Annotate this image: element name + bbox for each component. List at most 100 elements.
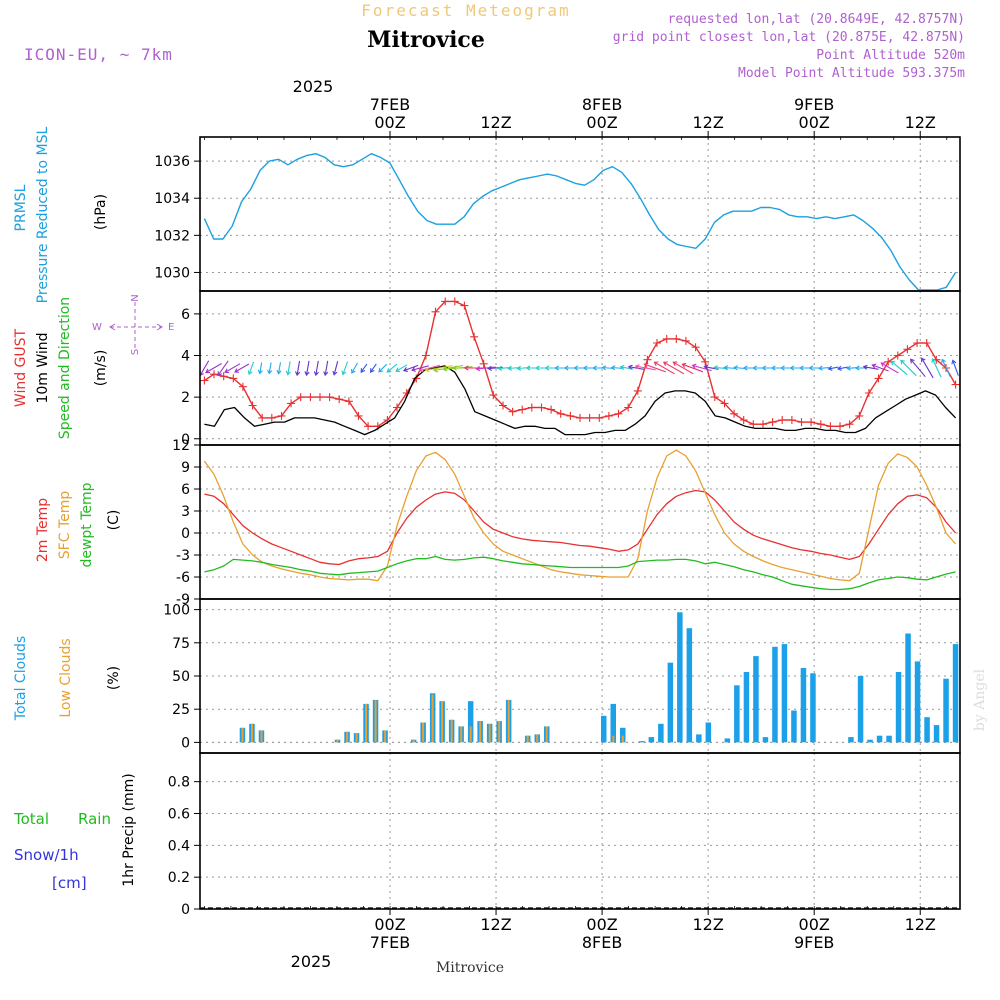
- wind-direction-arrow: [433, 364, 463, 373]
- total-cloud-bar: [781, 644, 788, 743]
- precip-ytick-label: 0.8: [168, 775, 190, 791]
- gust-marker: [412, 374, 421, 383]
- wind-direction-arrow: [257, 362, 263, 375]
- total-cloud-bar: [762, 737, 769, 743]
- low-cloud-bar: [621, 735, 624, 743]
- pressure-ytick-label: 1032: [154, 228, 190, 244]
- gust-marker: [576, 413, 584, 422]
- precip-ytick-label: 0.2: [168, 870, 190, 886]
- wind-direction-arrow: [691, 363, 712, 372]
- wind-direction-arrow: [418, 364, 440, 373]
- pressure-panel-frame: [199, 136, 961, 292]
- gust-marker: [855, 411, 864, 420]
- bottom-date-label: 8FEB: [582, 933, 622, 952]
- wind-direction-arrow: [910, 358, 926, 378]
- info-point-altitude: Point Altitude 520m: [816, 48, 965, 63]
- page-title: Mitrovice: [367, 27, 485, 53]
- low-cloud-bar: [374, 699, 377, 743]
- total-cloud-bar: [952, 644, 959, 743]
- gust-marker: [335, 395, 344, 404]
- wind-label-10m: 10m Wind: [35, 332, 51, 403]
- gust-marker: [807, 418, 816, 427]
- gust-marker: [508, 407, 517, 416]
- temp-ytick-label: 3: [181, 504, 190, 520]
- info-grid-point: grid point closest lon,lat (20.875E, 42.…: [613, 30, 965, 45]
- wind-label-speed-direction: Speed and Direction: [57, 297, 73, 439]
- total-cloud-bar: [895, 672, 902, 743]
- clouds-ytick-label: 100: [163, 603, 190, 619]
- low-cloud-bar: [441, 701, 444, 743]
- bottom-date-label: 7FEB: [370, 933, 410, 952]
- gust-marker: [893, 351, 902, 360]
- low-cloud-bar: [431, 694, 434, 743]
- gust-marker: [922, 339, 931, 347]
- low-cloud-bar: [422, 722, 425, 743]
- wind-direction-arrow: [341, 361, 349, 376]
- gust-marker: [248, 401, 257, 410]
- temp-ytick-label: 12: [172, 438, 190, 454]
- total-cloud-bar: [886, 735, 892, 743]
- pressure-unit: (hPa): [93, 194, 109, 230]
- gust-marker: [200, 376, 209, 385]
- gust-marker: [653, 339, 661, 347]
- gust-marker: [450, 297, 459, 306]
- bottom-hour-label: 00Z: [374, 915, 405, 934]
- temp-ytick-label: -9: [176, 592, 190, 608]
- low-cloud-bar: [545, 726, 548, 743]
- top-date-label: 9FEB: [794, 95, 834, 114]
- wind-direction-arrow: [643, 362, 666, 373]
- clouds-ytick-label: 75: [172, 636, 190, 652]
- frames-layer: [199, 136, 961, 910]
- wind-direction-arrow: [634, 364, 656, 371]
- pressure-ytick-label: 1034: [154, 191, 190, 207]
- gust-marker: [951, 380, 960, 389]
- clouds-ytick-label: 0: [181, 735, 190, 751]
- gust-marker: [681, 336, 690, 345]
- wind-direction-arrow: [862, 364, 879, 370]
- total-cloud-bar: [648, 737, 655, 743]
- low-cloud-bar: [460, 726, 463, 743]
- wind-direction-arrow: [931, 357, 942, 378]
- footer-location: Mitrovice: [436, 960, 504, 976]
- temp-unit: (C): [106, 510, 122, 531]
- wind-ytick-label: 2: [181, 390, 190, 406]
- clouds-ytick-label: 50: [172, 669, 190, 685]
- total-cloud-bar: [696, 734, 702, 743]
- temp-panel-labels: 2m Temp SFC Temp dewpt Temp (C): [35, 482, 122, 567]
- top-hour-label: 00Z: [374, 113, 405, 132]
- wind-direction-arrow: [285, 361, 291, 376]
- total-cloud-bar: [848, 737, 854, 743]
- wind-direction-arrow: [941, 358, 951, 377]
- total-cloud-bar: [905, 633, 911, 743]
- precip-panel-labels: Total Rain Snow/1h [cm]: [13, 810, 111, 892]
- top-hour-label: 12Z: [692, 113, 723, 132]
- grid-layer: [200, 137, 960, 910]
- compass-east: E: [168, 322, 174, 333]
- low-cloud-bar: [488, 723, 491, 743]
- temp-ytick-label: -3: [176, 548, 190, 564]
- wind-direction-arrow: [217, 360, 229, 377]
- wind-direction-arrow: [951, 359, 959, 376]
- bottom-hour-label: 12Z: [480, 915, 511, 934]
- dewpt-line: [204, 555, 956, 591]
- gust-marker: [643, 355, 652, 364]
- top-hour-label: 12Z: [905, 113, 936, 132]
- gust-marker: [421, 351, 430, 360]
- low-cloud-bar: [384, 730, 387, 743]
- info-requested: requested lon,lat (20.8649E, 42.8757N): [668, 12, 965, 27]
- precip-label-total: Total: [13, 810, 49, 828]
- gust-marker: [710, 393, 719, 402]
- wind-direction-arrow: [733, 365, 746, 371]
- low-cloud-bar: [469, 726, 472, 743]
- wind-direction-arrow: [313, 360, 319, 377]
- super-title: Forecast Meteogram: [361, 1, 570, 20]
- top-hour-label: 12Z: [480, 113, 511, 132]
- total-cloud-bar: [705, 722, 712, 743]
- bottom-hour-label: 00Z: [586, 915, 617, 934]
- gust-marker: [845, 420, 854, 429]
- compass-west: W: [92, 322, 102, 333]
- gust-marker: [258, 413, 267, 422]
- total-cloud-bar: [601, 715, 607, 743]
- info-model-altitude: Model Point Altitude 593.375m: [738, 66, 965, 81]
